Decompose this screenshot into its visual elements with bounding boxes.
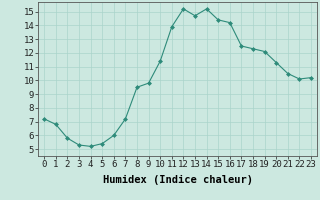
X-axis label: Humidex (Indice chaleur): Humidex (Indice chaleur) <box>103 175 252 185</box>
